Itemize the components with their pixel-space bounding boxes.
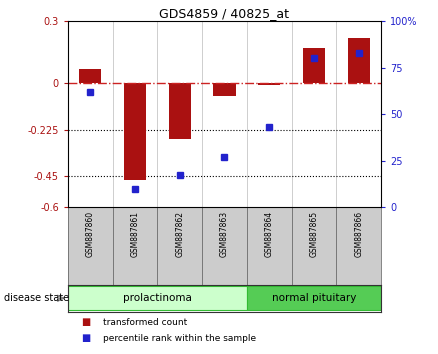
Text: GSM887866: GSM887866	[354, 211, 363, 257]
Text: percentile rank within the sample: percentile rank within the sample	[103, 333, 256, 343]
Text: GSM887862: GSM887862	[175, 211, 184, 257]
Text: GSM887861: GSM887861	[131, 211, 139, 257]
Bar	[247, 286, 381, 310]
Bar	[347, 38, 370, 83]
Text: GSM887860: GSM887860	[86, 211, 95, 257]
Text: GSM887864: GSM887864	[265, 211, 274, 257]
Bar	[169, 83, 191, 139]
Bar	[213, 83, 236, 96]
Text: prolactinoma: prolactinoma	[123, 293, 192, 303]
Bar	[303, 48, 325, 83]
Text: disease state: disease state	[4, 293, 70, 303]
Text: ■: ■	[81, 333, 90, 343]
Text: GSM887863: GSM887863	[220, 211, 229, 257]
Text: normal pituitary: normal pituitary	[272, 293, 356, 303]
Text: ■: ■	[81, 317, 90, 327]
Bar	[79, 69, 102, 83]
Bar	[124, 83, 146, 180]
Bar	[68, 286, 247, 310]
Title: GDS4859 / 40825_at: GDS4859 / 40825_at	[159, 7, 290, 20]
Bar	[258, 83, 280, 85]
Text: GSM887865: GSM887865	[310, 211, 318, 257]
Text: transformed count: transformed count	[103, 318, 187, 327]
